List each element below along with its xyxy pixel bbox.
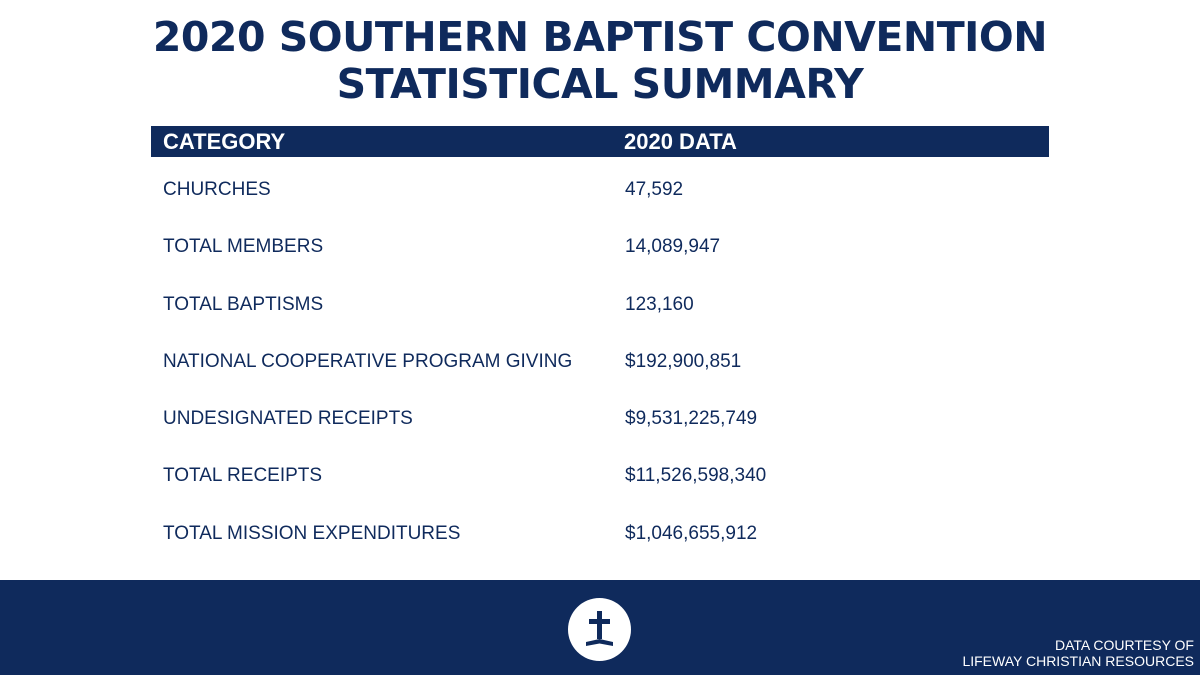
table-row: NATIONAL COOPERATIVE PROGRAM GIVING $192… [151,332,1049,389]
table-header: CATEGORY 2020 DATA [151,126,1049,157]
table-row: TOTAL MEMBERS 14,089,947 [151,217,1049,274]
row-value: $192,900,851 [625,350,742,372]
row-category: TOTAL MISSION EXPENDITURES [163,522,461,544]
cross-logo-icon [568,598,631,661]
table-row: TOTAL RECEIPTS $11,526,598,340 [151,446,1049,503]
row-value: 14,089,947 [625,236,721,258]
table-row: TOTAL MISSION EXPENDITURES $1,046,655,91… [151,504,1049,561]
page-title: 2020 SOUTHERN BAPTIST CONVENTION STATIST… [0,14,1200,108]
row-category: NATIONAL COOPERATIVE PROGRAM GIVING [163,350,573,372]
row-category: TOTAL BAPTISMS [163,293,324,315]
row-category: TOTAL RECEIPTS [163,465,323,487]
row-category: CHURCHES [163,179,271,200]
table-body: CHURCHES 47,592 TOTAL MEMBERS 14,089,947… [151,160,1049,561]
row-value: $1,046,655,912 [625,522,758,544]
column-header-2020-data: 2020 DATA [624,129,737,154]
row-category: TOTAL MEMBERS [163,236,324,258]
row-value: 47,592 [625,179,684,200]
column-header-category: CATEGORY [163,129,286,154]
row-value: $11,526,598,340 [625,465,767,487]
title-line-1: 2020 SOUTHERN BAPTIST CONVENTION [152,13,1048,61]
row-value: $9,531,225,749 [625,408,758,430]
row-category: UNDESIGNATED RECEIPTS [163,408,413,430]
table-row: TOTAL BAPTISMS 123,160 [151,275,1049,332]
credit-line-2: LIFEWAY CHRISTIAN RESOURCES [962,653,1194,669]
title-line-2: STATISTICAL SUMMARY [336,60,864,108]
row-value: 123,160 [625,293,694,315]
footer-bar: DATA COURTESY OF LIFEWAY CHRISTIAN RESOU… [0,580,1200,675]
table-row: CHURCHES 47,592 [151,160,1049,217]
table-row: UNDESIGNATED RECEIPTS $9,531,225,749 [151,389,1049,446]
credit-line-1: DATA COURTESY OF [1055,637,1194,653]
data-credit: DATA COURTESY OF LIFEWAY CHRISTIAN RESOU… [962,637,1194,669]
